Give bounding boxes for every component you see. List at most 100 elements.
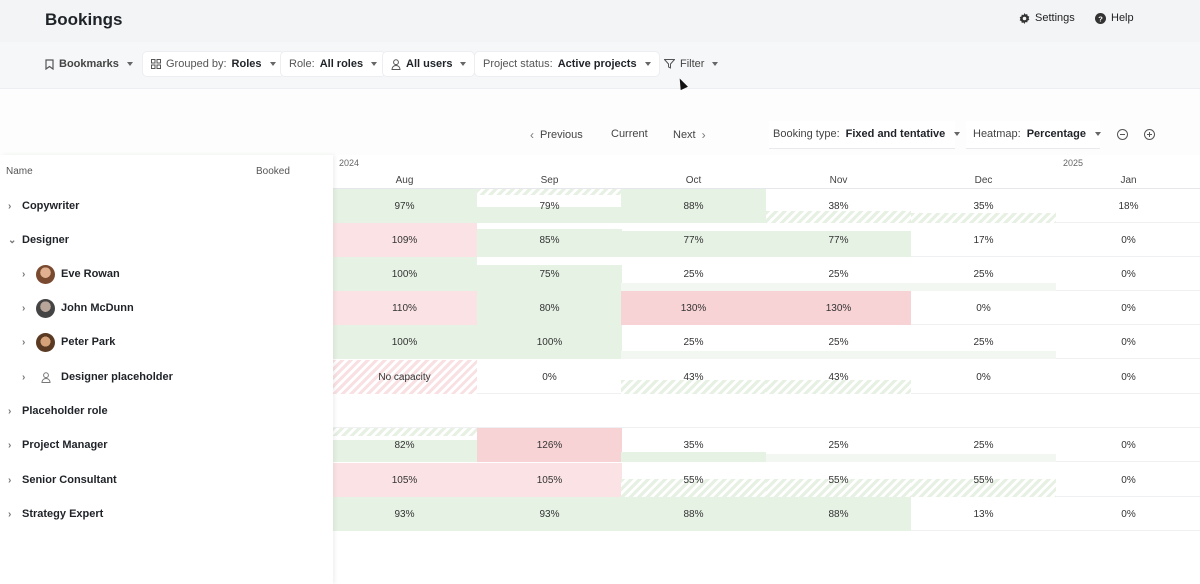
heatmap-cell[interactable]: 0%: [1121, 234, 1136, 246]
heatmap-cell[interactable]: 0%: [1121, 371, 1136, 383]
chevron-right-icon: ›: [8, 439, 12, 451]
heatmap-cell[interactable]: 82%: [332, 428, 477, 462]
heatmap-cell[interactable]: 38%: [766, 189, 911, 223]
row-label[interactable]: › Eve Rowan: [0, 257, 333, 291]
heatmap-cell[interactable]: 35%: [621, 428, 766, 462]
bookmarks-dropdown[interactable]: Bookmarks: [37, 52, 141, 76]
help-button[interactable]: ? Help: [1095, 12, 1134, 24]
heatmap-cell[interactable]: 88%: [766, 497, 911, 531]
heatmap-cell[interactable]: 25%: [911, 428, 1056, 462]
name-column-header[interactable]: Name: [6, 166, 33, 177]
heatmap-cell[interactable]: 25%: [766, 428, 911, 462]
heatmap-cell[interactable]: 55%: [766, 463, 911, 497]
booking-type-dropdown[interactable]: Booking type: Fixed and tentative: [773, 128, 961, 140]
heatmap-cell[interactable]: 93%: [477, 497, 622, 531]
heatmap-cell[interactable]: 43%: [766, 360, 911, 394]
heatmap-cell[interactable]: 0%: [1121, 508, 1136, 520]
zoom-in-icon[interactable]: [1144, 129, 1155, 140]
heatmap-cell[interactable]: 17%: [973, 234, 994, 246]
heatmap-cell[interactable]: 88%: [621, 497, 766, 531]
heatmap-cell[interactable]: 85%: [477, 223, 622, 257]
page-title: Bookings: [45, 10, 123, 29]
heatmap-cell[interactable]: 0%: [1121, 474, 1136, 486]
heatmap-cell[interactable]: 97%: [332, 189, 477, 223]
schedule-toolbar: ‹ Previous Current Next › Booking type: Fix…: [0, 89, 1200, 155]
heatmap-cell[interactable]: 18%: [1118, 200, 1139, 212]
heatmap-cell[interactable]: 43%: [621, 360, 766, 394]
heatmap-cell[interactable]: 0%: [976, 371, 991, 383]
row-label[interactable]: › Designer placeholder: [0, 360, 333, 394]
heatmap-cell[interactable]: 0%: [1121, 302, 1136, 314]
heatmap-cell[interactable]: 130%: [766, 291, 911, 325]
heatmap-cell[interactable]: 110%: [332, 291, 477, 325]
month-label: Aug: [395, 175, 414, 186]
row-label[interactable]: › Peter Park: [0, 325, 333, 359]
heatmap-cell[interactable]: 0%: [1121, 268, 1136, 280]
heatmap-cell[interactable]: 25%: [911, 257, 1056, 291]
heatmap-cell[interactable]: 35%: [911, 189, 1056, 223]
heatmap-cell[interactable]: 109%: [332, 223, 477, 257]
year-label: 2025: [1063, 158, 1084, 168]
heatmap-cell[interactable]: 93%: [332, 497, 477, 531]
heatmap-cell[interactable]: 126%: [477, 428, 622, 462]
app-header: Bookings Settings ? Help: [0, 0, 1200, 42]
chevron-right-icon: ›: [8, 474, 12, 486]
heatmap-cell[interactable]: 77%: [621, 223, 766, 257]
month-label: Nov: [829, 175, 848, 186]
heatmap-dropdown[interactable]: Heatmap: Percentage: [973, 128, 1102, 140]
heatmap-cell[interactable]: 0%: [1121, 439, 1136, 451]
chevron-right-icon: ›: [22, 371, 26, 383]
filter-button[interactable]: Filter: [656, 52, 726, 76]
resource-list-pane: Name Booked: [0, 155, 333, 584]
row-label[interactable]: › Project Manager: [8, 439, 108, 451]
heatmap-cell[interactable]: 25%: [766, 325, 911, 359]
heatmap-cell[interactable]: 77%: [766, 223, 911, 257]
heatmap-cell[interactable]: 88%: [621, 189, 766, 223]
heatmap-cell[interactable]: 105%: [477, 463, 622, 497]
table-row: › Eve Rowan 100% 75% 25% 25% 25% 0%: [0, 257, 1200, 291]
zoom-out-icon[interactable]: [1117, 129, 1128, 140]
row-label[interactable]: ⌄ Designer: [8, 234, 70, 246]
heatmap-cell[interactable]: 130%: [621, 291, 766, 325]
heatmap-cell[interactable]: 100%: [477, 325, 622, 359]
table-row: › Project Manager 82% 126% 35% 25% 25% 0%: [0, 428, 1200, 462]
row-label[interactable]: › Senior Consultant: [8, 474, 117, 486]
current-button[interactable]: Current: [611, 128, 648, 140]
heatmap-cell[interactable]: 25%: [911, 325, 1056, 359]
next-button[interactable]: Next ›: [673, 128, 706, 142]
row-label[interactable]: › Placeholder role: [8, 405, 108, 417]
row-label[interactable]: › Copywriter: [8, 200, 80, 212]
month-label: Oct: [685, 175, 702, 186]
row-label[interactable]: › Strategy Expert: [8, 508, 104, 520]
project-status-dropdown[interactable]: Project status: Active projects: [475, 52, 659, 76]
heatmap-cell[interactable]: 25%: [766, 257, 911, 291]
heatmap-cell[interactable]: 80%: [477, 291, 622, 325]
grouped-by-dropdown[interactable]: Grouped by: Roles: [143, 52, 284, 76]
users-dropdown[interactable]: All users: [383, 52, 475, 76]
heatmap-cell[interactable]: 25%: [621, 325, 766, 359]
previous-button[interactable]: ‹ Previous: [530, 128, 583, 142]
heatmap-cell[interactable]: 0%: [1121, 336, 1136, 348]
group-icon: [151, 59, 161, 69]
avatar: [36, 332, 55, 352]
heatmap-cell[interactable]: 55%: [911, 463, 1056, 497]
heatmap-cell[interactable]: 100%: [332, 257, 477, 291]
heatmap-cell[interactable]: 0%: [542, 371, 557, 383]
row-label[interactable]: › John McDunn: [0, 291, 333, 325]
heatmap-cell[interactable]: 25%: [621, 257, 766, 291]
heatmap-cell[interactable]: 75%: [477, 257, 622, 291]
heatmap-cell[interactable]: 100%: [332, 325, 477, 359]
table-row: ⌄ Designer 109% 85% 77% 77% 17% 0%: [0, 223, 1200, 257]
avatar: [36, 298, 55, 318]
gear-icon: [1019, 12, 1030, 24]
heatmap-cell[interactable]: 79%: [477, 189, 622, 223]
heatmap-cell[interactable]: 0%: [976, 302, 991, 314]
heatmap-cell[interactable]: No capacity: [332, 360, 477, 394]
booked-column-header[interactable]: Booked: [256, 166, 290, 177]
heatmap-cell[interactable]: 13%: [973, 508, 994, 520]
settings-button[interactable]: Settings: [1019, 12, 1075, 24]
role-dropdown[interactable]: Role: All roles: [281, 52, 386, 76]
heatmap-cell[interactable]: 105%: [332, 463, 477, 497]
heatmap-cell[interactable]: 55%: [621, 463, 766, 497]
chevron-right-icon: ›: [8, 405, 12, 417]
